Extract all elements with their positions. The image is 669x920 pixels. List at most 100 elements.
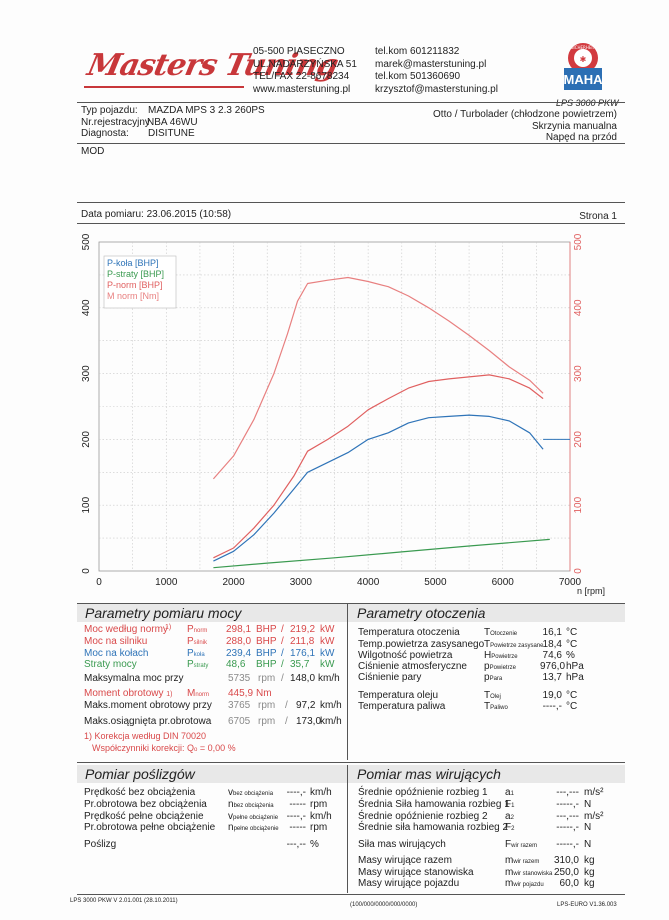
mass-unit: kg [584, 855, 595, 866]
section-divider [77, 603, 625, 604]
power-param-bhp-unit: BHP [256, 624, 277, 635]
mass-symbol: a2 [505, 811, 514, 822]
ambient-symbol: pPowietrze [484, 661, 516, 672]
corr-sub: o [194, 747, 198, 753]
symbol: T [484, 701, 491, 712]
svg-text:✱: ✱ [580, 55, 587, 64]
slip-symbol: vpełne obciążenie [228, 811, 278, 822]
mass-symbol: F2 [505, 822, 514, 833]
diagnostician-value: DISITUNE [148, 128, 195, 139]
slip-value: ----,- [286, 811, 306, 822]
symbol: P [187, 659, 194, 670]
x-tick-label: 0 [96, 577, 102, 588]
slip-unit: rpm [310, 822, 328, 833]
x-tick-label: 4000 [357, 577, 380, 588]
slip-unit: rpm [310, 799, 328, 810]
torque-label: Moment obrotowy 1) [84, 688, 173, 699]
max-torque-label: Maks.moment obrotowy przy [84, 700, 212, 711]
mass-unit: kg [584, 867, 595, 878]
power-param-bhp: 298,1 [226, 624, 252, 635]
max-rpm-unit: rpm [258, 716, 276, 727]
symbol: n [228, 822, 234, 833]
vehicle-type-label: Typ pojazdu: [81, 105, 138, 116]
mass-label: Masy wirujące stanowiska [358, 867, 474, 878]
power-param-note: 1) [165, 624, 172, 631]
torque-symbol: Mnorm [187, 688, 209, 699]
symbol-sub: Para [489, 676, 503, 682]
symbol: F [505, 799, 512, 810]
address-line: UL.NADARZYŃSKA 51 [253, 58, 357, 70]
slip-label: Prędkość bez obciążenia [84, 787, 196, 798]
y-tick-label-left: 300 [81, 365, 92, 382]
corr-value: = 0,00 % [199, 743, 236, 753]
slip-unit: km/h [310, 787, 332, 798]
symbol-sub: norm [193, 628, 208, 634]
ambient-unit: °C [566, 701, 578, 712]
symbol: F [505, 822, 512, 833]
symbol-sub: wir razem [513, 859, 540, 865]
ambient-label: Wilgotność powietrza [358, 650, 453, 661]
mass-value: -----,- [556, 799, 579, 810]
symbol-sub: 1 [511, 803, 515, 809]
mass-symbol: mwir razem [505, 855, 539, 866]
slip-value: ----- [289, 799, 306, 810]
symbol-sub: Powietrze [491, 654, 518, 660]
diagnostician-label: Diagnosta: [81, 128, 129, 139]
mod-label: MOD [81, 146, 105, 157]
contact-line: tel.kom 601211832 [375, 46, 460, 57]
max-power-label: Maksymalna moc przy [84, 673, 184, 684]
ambient-value: 976,0 [540, 661, 566, 672]
legend-m-norm: M norm [Nm] [107, 291, 159, 301]
ambient-symbol: HPowietrze [484, 650, 518, 661]
ambient-label: Temp.powietrza zasysanego [358, 639, 485, 650]
slip-value: ----- [289, 822, 306, 833]
mass-title: Pomiar mas wirujących [349, 765, 625, 783]
chart-legend-box [103, 255, 177, 309]
max-torque-speed-unit: km/h [320, 700, 342, 711]
ambient-unit: °C [566, 627, 578, 638]
contact-line: krzysztof@masterstuning.pl [375, 83, 498, 95]
power-param-sep: / [281, 648, 284, 659]
mass-symbol: Fwir razem [505, 839, 537, 850]
power-param-sep: / [281, 636, 284, 647]
slip-symbol: vbez obciążenia [228, 787, 273, 798]
power-param-sep: / [281, 624, 284, 635]
mass-unit: m/s² [584, 787, 604, 798]
symbol: v [228, 787, 233, 798]
drive-type: Napęd na przód [545, 132, 617, 143]
slip-label: Pr.obrotowa bez obciążenia [84, 799, 207, 810]
power-param-label: Moc na kołach [84, 648, 149, 659]
x-tick-label: 2000 [222, 577, 245, 588]
ambient-label: Temperatura oleju [358, 690, 439, 701]
max-rpm-speed: 173,0 [296, 716, 322, 727]
ambient-symbol: TPowietrze zasysane [484, 639, 543, 650]
symbol: a [505, 787, 511, 798]
symbol-sub: straty [193, 663, 209, 669]
y-tick-label-right: 0 [573, 568, 584, 574]
ambient-value: ----,- [542, 701, 562, 712]
symbol: n [228, 799, 234, 810]
slip-label: Pr.obrotowa pełne obciążenie [84, 822, 216, 833]
mass-value: ---,--- [556, 811, 579, 822]
maha-ring-text: SICHERHEIT [571, 45, 596, 50]
mass-unit: N [584, 822, 592, 833]
power-params-title: Parametry pomiaru mocy [77, 604, 355, 622]
power-param-bhp: 239,4 [226, 648, 252, 659]
torque-sym: M [187, 688, 196, 699]
legend-p-kola: P-koła [BHP] [107, 258, 159, 268]
company-contacts: tel.kom 601211832 marek@masterstuning.pl… [375, 46, 498, 96]
mass-symbol: a1 [505, 787, 514, 798]
symbol-sub: 2 [510, 815, 514, 821]
section-vdivider [347, 604, 348, 760]
y-tick-label-right: 200 [573, 431, 584, 448]
company-address: 05-500 PIASECZNO UL.NADARZYŃSKA 51 TEL/F… [253, 46, 357, 96]
gearbox-type: Skrzynia manualna [531, 121, 617, 132]
power-param-kw: 176,1 [290, 648, 316, 659]
symbol-sub: bez obciążenia [233, 803, 274, 809]
mass-symbol: mwir stanowiska [505, 867, 552, 878]
symbol: T [484, 690, 491, 701]
symbol: m [505, 855, 514, 866]
vehicle-reg-value: NBA 46WU [147, 117, 198, 128]
series-line-3 [212, 276, 544, 480]
symbol: v [228, 811, 233, 822]
